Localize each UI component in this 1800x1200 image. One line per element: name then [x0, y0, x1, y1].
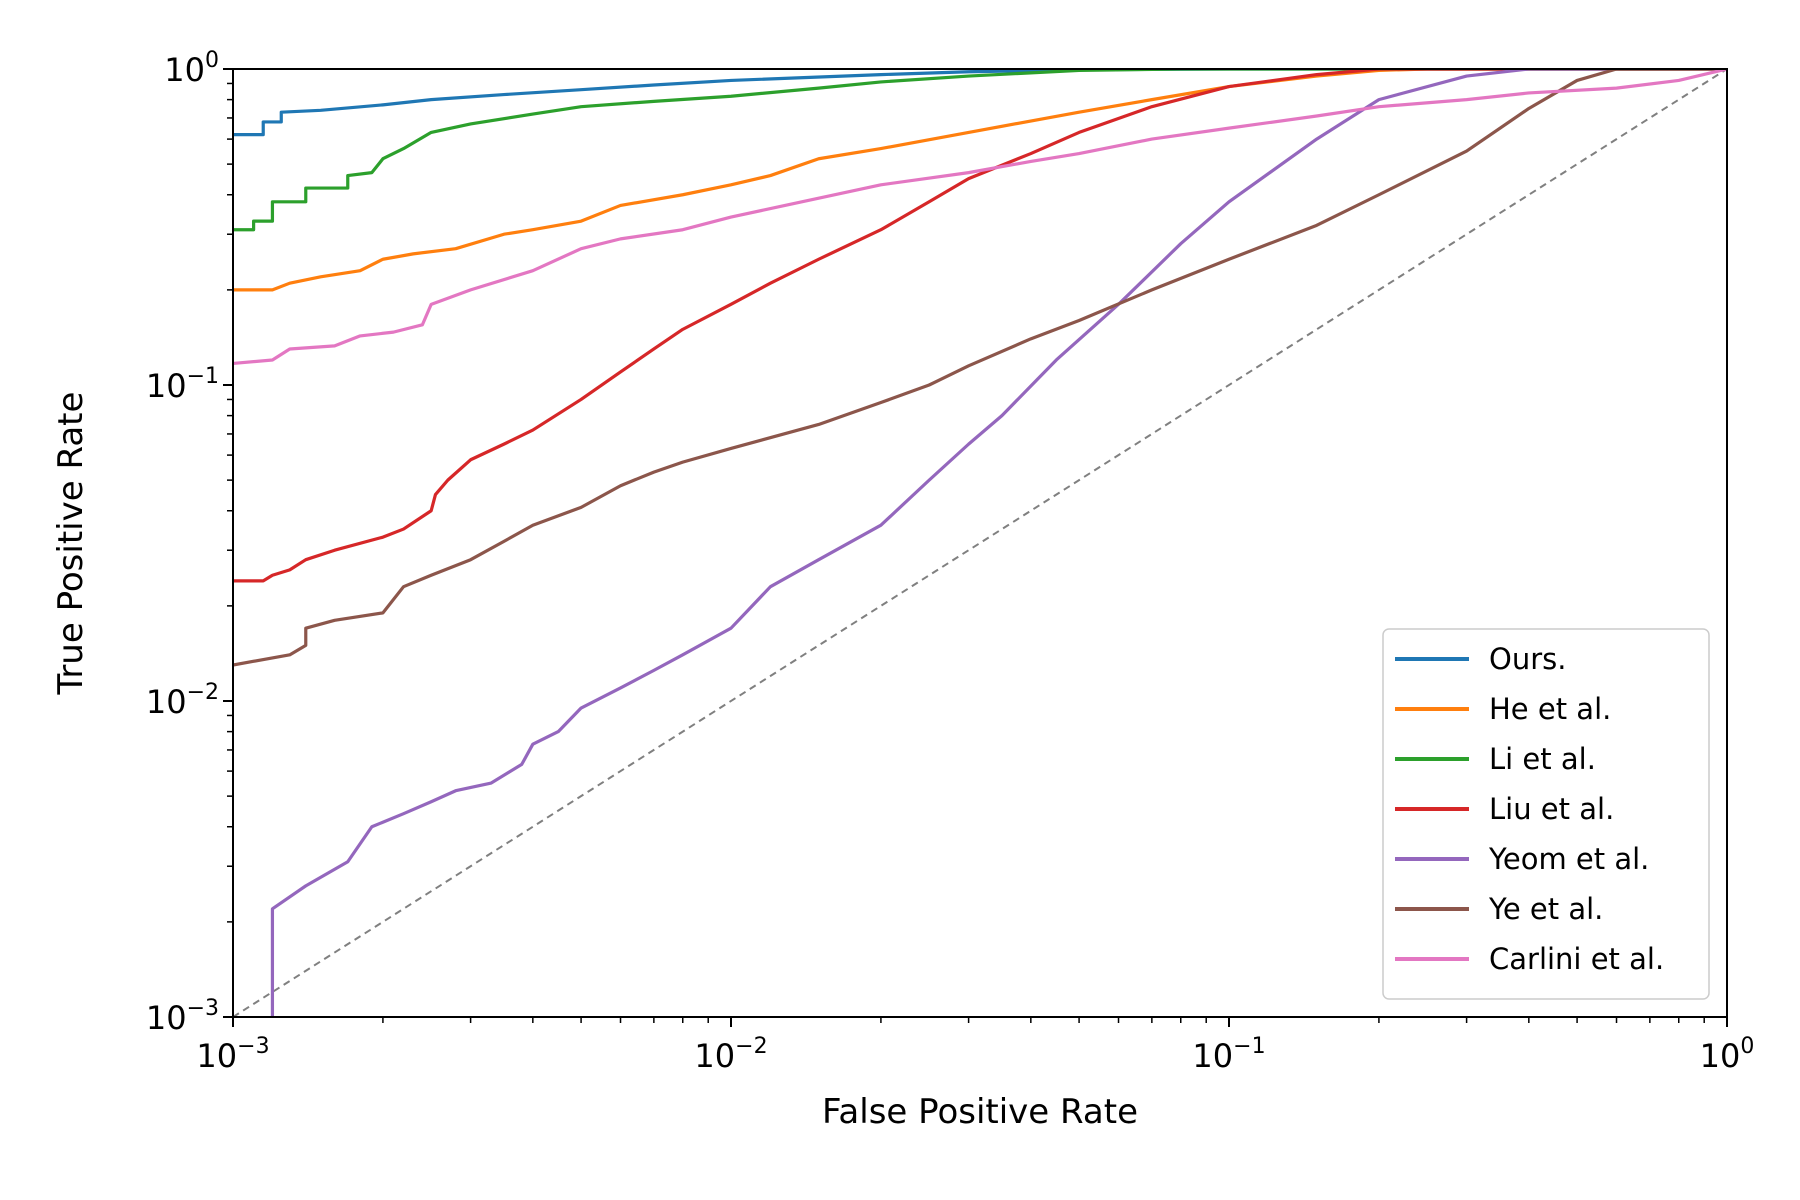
legend-label: Yeom et al.	[1488, 842, 1649, 876]
legend-label: Ours.	[1489, 642, 1566, 676]
ticks-layer: 10−3 10−2 10−1 100 10−3 10−2 10−1 100	[146, 48, 1755, 1075]
x-tick-label: 100	[1700, 1034, 1755, 1075]
legend-label: He et al.	[1489, 692, 1611, 726]
series-line-ours	[233, 69, 1727, 137]
legend: Ours. He et al. Li et al. Liu et al. Yeom et…	[1382, 628, 1710, 1000]
y-tick-label: 10−1	[146, 364, 219, 405]
legend-label: Carlini et al.	[1489, 942, 1664, 976]
y-tick-label: 10−3	[146, 996, 219, 1037]
series-line-liu-et-al	[233, 69, 1727, 583]
legend-box	[1382, 628, 1710, 1000]
legend-label: Ye et al.	[1488, 892, 1603, 926]
y-tick-label: 10−2	[146, 680, 219, 721]
plot-lines-layer	[233, 69, 1727, 1017]
x-tick-label: 10−1	[1192, 1034, 1265, 1075]
y-axis-label: True Positive Rate	[51, 392, 91, 696]
series-line-yeom-et-al	[270, 69, 1727, 1017]
x-tick-label: 10−3	[196, 1034, 269, 1075]
series-line-ye-et-al	[233, 69, 1727, 667]
series-line-li-et-al	[233, 69, 1727, 232]
y-tick-label: 100	[164, 48, 219, 89]
series-line-he-et-al	[233, 69, 1727, 292]
x-tick-label: 10−2	[694, 1034, 767, 1075]
legend-label: Liu et al.	[1489, 792, 1614, 826]
plot-frame	[232, 68, 1728, 1018]
series-line-carlini-et-al	[233, 69, 1727, 366]
legend-label: Li et al.	[1489, 742, 1596, 776]
x-axis-label: False Positive Rate	[822, 1092, 1138, 1132]
chance-diagonal-line	[233, 69, 1727, 1017]
